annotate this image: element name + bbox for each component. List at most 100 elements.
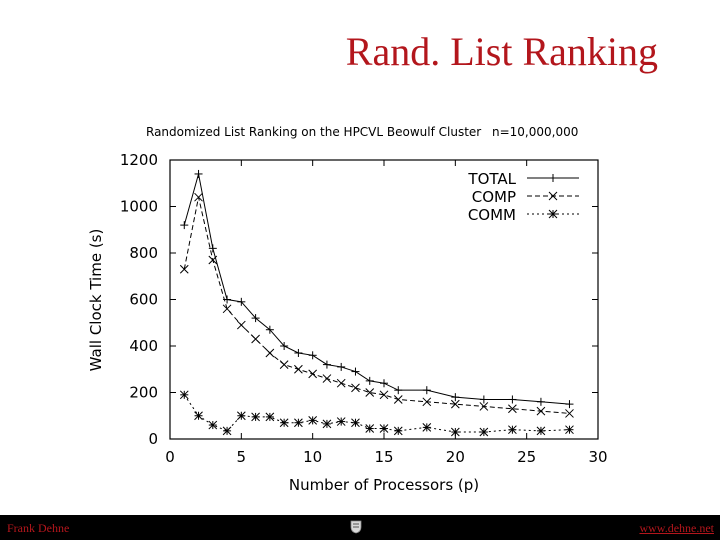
data-point-comp — [479, 402, 489, 411]
data-point-comm — [222, 426, 232, 436]
footer-author: Frank Dehne — [7, 521, 70, 535]
data-point-total — [337, 362, 346, 371]
data-point-comm — [479, 427, 489, 437]
legend-marker-comm — [548, 209, 558, 219]
data-point-total — [194, 169, 203, 178]
x-tick-label: 20 — [446, 448, 465, 466]
data-point-total — [180, 221, 189, 230]
slide-title: Rand. List Ranking — [345, 29, 658, 74]
data-point-comm — [265, 412, 275, 422]
data-point-comm — [351, 418, 360, 428]
x-tick-label: 25 — [517, 448, 536, 466]
series-line-comm — [183, 394, 570, 433]
data-point-comm — [450, 427, 460, 437]
series-comp — [179, 192, 574, 418]
data-point-comp — [393, 395, 403, 404]
y-tick-label: 1200 — [120, 151, 158, 169]
series-line-comp — [183, 197, 570, 414]
data-point-total — [280, 342, 289, 350]
y-tick-label: 400 — [129, 337, 158, 355]
data-point-comp — [450, 399, 460, 409]
data-point-comm — [208, 420, 218, 430]
data-point-comp — [322, 374, 332, 383]
data-point-total — [451, 393, 460, 402]
data-point-comp — [236, 320, 246, 330]
data-point-total — [237, 297, 246, 306]
data-point-comp — [379, 390, 389, 400]
chart-title: Randomized List Ranking on the HPCVL Beo… — [146, 125, 481, 139]
data-point-comm — [379, 424, 389, 433]
legend-marker-total — [549, 174, 557, 182]
y-axis-label: Wall Clock Time (s) — [87, 229, 105, 372]
data-point-comm — [508, 425, 517, 435]
data-point-comp — [565, 409, 574, 418]
data-point-total — [394, 386, 403, 395]
data-point-comp — [294, 364, 303, 374]
data-point-comp — [336, 378, 346, 388]
data-point-comp — [279, 360, 289, 369]
chart-svg: Randomized List Ranking on the HPCVL Beo… — [87, 125, 608, 494]
series-comm — [179, 390, 574, 437]
data-point-comm — [536, 426, 546, 436]
data-point-total — [380, 379, 388, 388]
x-tick-label: 5 — [237, 448, 247, 466]
data-point-comm — [336, 417, 346, 426]
data-point-comm — [393, 426, 403, 436]
data-point-total — [365, 376, 374, 385]
data-point-total — [322, 360, 331, 369]
x-tick-label: 0 — [165, 448, 175, 466]
data-point-comp — [365, 388, 375, 397]
plot-frame — [169, 159, 599, 440]
data-point-comp — [422, 397, 432, 407]
data-point-comp — [308, 369, 318, 379]
data-point-comm — [236, 411, 246, 421]
data-point-total — [308, 351, 317, 360]
series-total — [180, 169, 574, 409]
data-point-comm — [251, 412, 260, 422]
data-point-total — [351, 367, 360, 376]
data-point-comm — [279, 418, 289, 428]
data-point-comp — [251, 334, 260, 344]
chart-subtitle: n=10,000,000 — [492, 125, 578, 139]
footer-bar: Frank Dehne www.dehne.net — [0, 515, 720, 540]
y-tick-label: 800 — [129, 244, 158, 262]
y-tick-label: 200 — [129, 384, 158, 402]
y-tick-label: 600 — [129, 291, 158, 309]
legend-marker-comp — [548, 191, 558, 201]
data-point-comm — [322, 419, 332, 429]
data-point-comm — [422, 423, 432, 432]
data-point-comm — [179, 390, 189, 400]
data-point-total — [422, 386, 431, 395]
legend-label-total: TOTAL — [467, 170, 516, 188]
data-point-comp — [222, 304, 232, 314]
data-point-comp — [265, 348, 275, 358]
data-point-comp — [194, 192, 203, 202]
series-line-total — [183, 173, 570, 405]
footer-link[interactable]: www.dehne.net — [639, 521, 714, 535]
data-point-total — [565, 400, 574, 409]
data-point-comp — [508, 404, 517, 414]
data-point-total — [251, 314, 260, 323]
data-point-total — [265, 325, 274, 334]
data-point-total — [536, 397, 545, 406]
data-point-comp — [179, 264, 189, 274]
data-point-total — [294, 348, 303, 357]
data-point-total — [508, 395, 517, 404]
chart-container: Randomized List Ranking on the HPCVL Beo… — [87, 125, 608, 494]
data-point-comm — [308, 416, 318, 425]
data-point-comm — [294, 418, 303, 428]
legend-label-comp: COMP — [472, 188, 516, 206]
data-point-comm — [565, 425, 574, 435]
data-point-total — [208, 244, 217, 253]
university-crest-icon — [350, 520, 362, 534]
data-point-total — [479, 395, 488, 404]
legend-label-comm: COMM — [468, 206, 516, 224]
y-tick-label: 1000 — [120, 198, 158, 216]
y-tick-label: 0 — [148, 430, 158, 448]
data-point-comp — [351, 383, 360, 393]
data-point-comm — [365, 424, 375, 433]
x-tick-label: 10 — [303, 448, 322, 466]
data-point-comp — [208, 255, 218, 265]
data-point-comp — [536, 406, 546, 416]
x-tick-label: 30 — [588, 448, 607, 466]
